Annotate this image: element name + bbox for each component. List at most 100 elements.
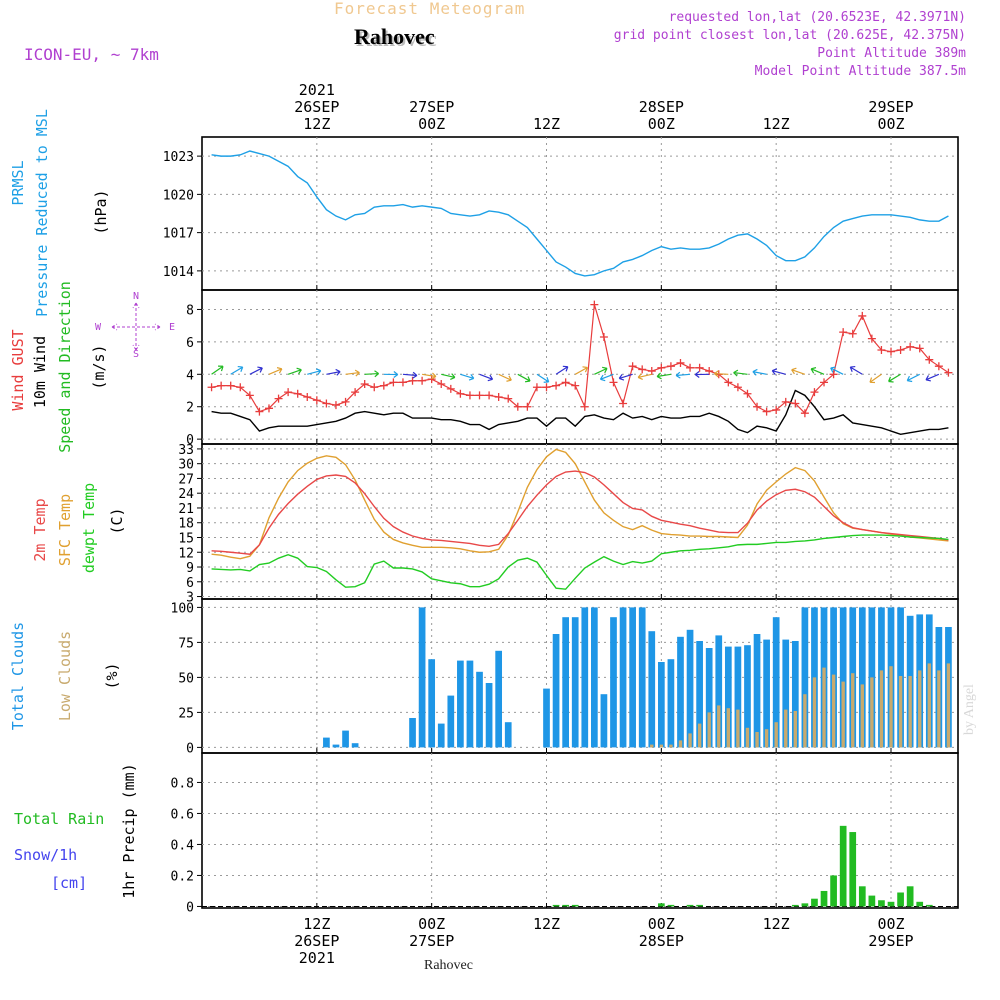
bottom-time-label: 26SEP: [294, 932, 339, 950]
wind-gust-marker: [226, 381, 235, 390]
wind-direction-arrow: [694, 370, 710, 378]
temp-label-2m: 2m Temp: [31, 498, 49, 561]
rain-bar: [830, 875, 837, 907]
rain-bar: [849, 832, 857, 907]
wind-gust-marker: [427, 375, 436, 384]
wind-gust-marker: [638, 365, 647, 374]
low-cloud-bar: [937, 670, 941, 748]
total-cloud-bar: [543, 688, 550, 748]
low-cloud-bar: [889, 666, 893, 748]
rain-bar: [552, 904, 560, 907]
bottom-time-label: 12Z: [303, 915, 330, 933]
pressure-ytick-label: 1023: [163, 150, 194, 165]
low-cloud-bar: [784, 709, 788, 748]
total-cloud-bar: [619, 607, 627, 748]
wind-gust-marker: [848, 329, 857, 338]
wind-speed-line: [211, 389, 949, 435]
wind-gust-marker: [676, 358, 685, 367]
wind-gust-marker: [839, 328, 848, 337]
wind-gust-marker: [523, 402, 532, 411]
wind-direction-arrow: [460, 373, 475, 381]
low-cloud-bar: [764, 729, 769, 748]
wind-gust-marker: [379, 381, 388, 390]
wind-direction-arrow: [637, 373, 652, 381]
precip-label-snow: Snow/1h: [14, 846, 77, 864]
wind-label-gust: Wind GUST: [9, 329, 27, 410]
wind-direction-arrow: [594, 366, 608, 375]
wind-gust-marker: [351, 388, 360, 397]
compass-west: W: [95, 322, 102, 333]
wind-direction-arrow: [383, 370, 399, 378]
temp-label-sfc: SFC Temp: [56, 494, 74, 566]
wind-direction-arrow: [422, 372, 437, 380]
wind-gust-marker: [207, 383, 216, 392]
pressure-ytick-label: 1017: [163, 227, 194, 242]
wind-direction-arrow: [364, 370, 380, 378]
low-cloud-bar: [898, 676, 903, 748]
temp-unit: (C): [108, 507, 126, 534]
rain-bar: [897, 892, 904, 907]
total-cloud-bar: [724, 646, 732, 748]
temperature-ytick-label: 30: [178, 458, 194, 473]
total-cloud-bar: [600, 694, 608, 748]
total-cloud-bar: [744, 645, 751, 748]
wind-direction-arrow: [441, 373, 456, 381]
total-cloud-bar: [791, 641, 799, 748]
low-cloud-bar: [659, 744, 664, 748]
top-time-label: 00Z: [648, 115, 675, 133]
pressure-ytick-label: 1020: [163, 188, 194, 203]
rain-bar: [667, 904, 675, 907]
wind-gust-marker: [264, 404, 273, 413]
clouds-ytick-label: 50: [178, 671, 194, 686]
top-time-label: 00Z: [418, 115, 445, 133]
wind-gust-marker: [724, 378, 733, 387]
temperature-ytick-label: 12: [178, 546, 194, 561]
dewpt-line: [211, 534, 949, 590]
total-cloud-bar: [562, 617, 569, 748]
wind-gust-marker: [217, 381, 226, 390]
bottom-time-label: 12Z: [533, 915, 560, 933]
wind-direction-arrow: [599, 373, 614, 382]
wind-unit: (m/s): [90, 344, 108, 389]
wind-ytick-label: 0: [186, 433, 194, 448]
total-cloud-bar: [466, 660, 474, 748]
total-cloud-bar: [610, 617, 617, 748]
wind-direction-arrow: [752, 368, 767, 376]
wind-gust-marker: [418, 376, 427, 385]
total-cloud-bar: [418, 607, 426, 748]
total-cloud-bar: [753, 634, 761, 748]
wind-ytick-label: 4: [186, 368, 194, 383]
bottom-time-label: 28SEP: [639, 932, 684, 950]
wind-gust-marker: [245, 391, 254, 400]
wind-gust-marker: [571, 381, 580, 390]
precip-ytick-label: 0.8: [171, 776, 194, 791]
low-cloud-bar: [841, 681, 845, 748]
total-cloud-bar: [485, 683, 493, 748]
precip-ytick-label: 0: [186, 900, 194, 915]
pressure-unit: (hPa): [92, 189, 110, 234]
wind-gust-marker: [666, 362, 675, 371]
wind-compass: N S W E: [95, 291, 175, 360]
temp-label-dewpt: dewpt Temp: [80, 483, 98, 573]
low-cloud-bar: [793, 711, 797, 748]
wind-gust-marker: [867, 334, 876, 343]
temperature-ytick-label: 18: [178, 517, 194, 532]
wind-direction-arrow: [326, 368, 341, 376]
wind-direction-arrow: [307, 368, 322, 375]
wind-ytick-label: 8: [186, 303, 194, 318]
wind-gust-marker: [609, 378, 618, 387]
bottom-time-label: 00Z: [418, 915, 445, 933]
temperature-ytick-label: 27: [178, 472, 194, 487]
wind-ytick-label: 2: [186, 401, 194, 416]
wind-gust-marker: [599, 333, 608, 342]
wind-gust-marker: [820, 378, 829, 387]
rain-bar: [791, 904, 799, 907]
temperature-ytick-label: 33: [178, 443, 194, 458]
rain-bar: [916, 901, 924, 907]
precip-label-cm: [cm]: [51, 874, 87, 892]
pressure-label-2: Pressure Reduced to MSL: [33, 109, 51, 317]
total-cloud-bar: [638, 607, 646, 748]
low-cloud-bar: [851, 673, 855, 748]
